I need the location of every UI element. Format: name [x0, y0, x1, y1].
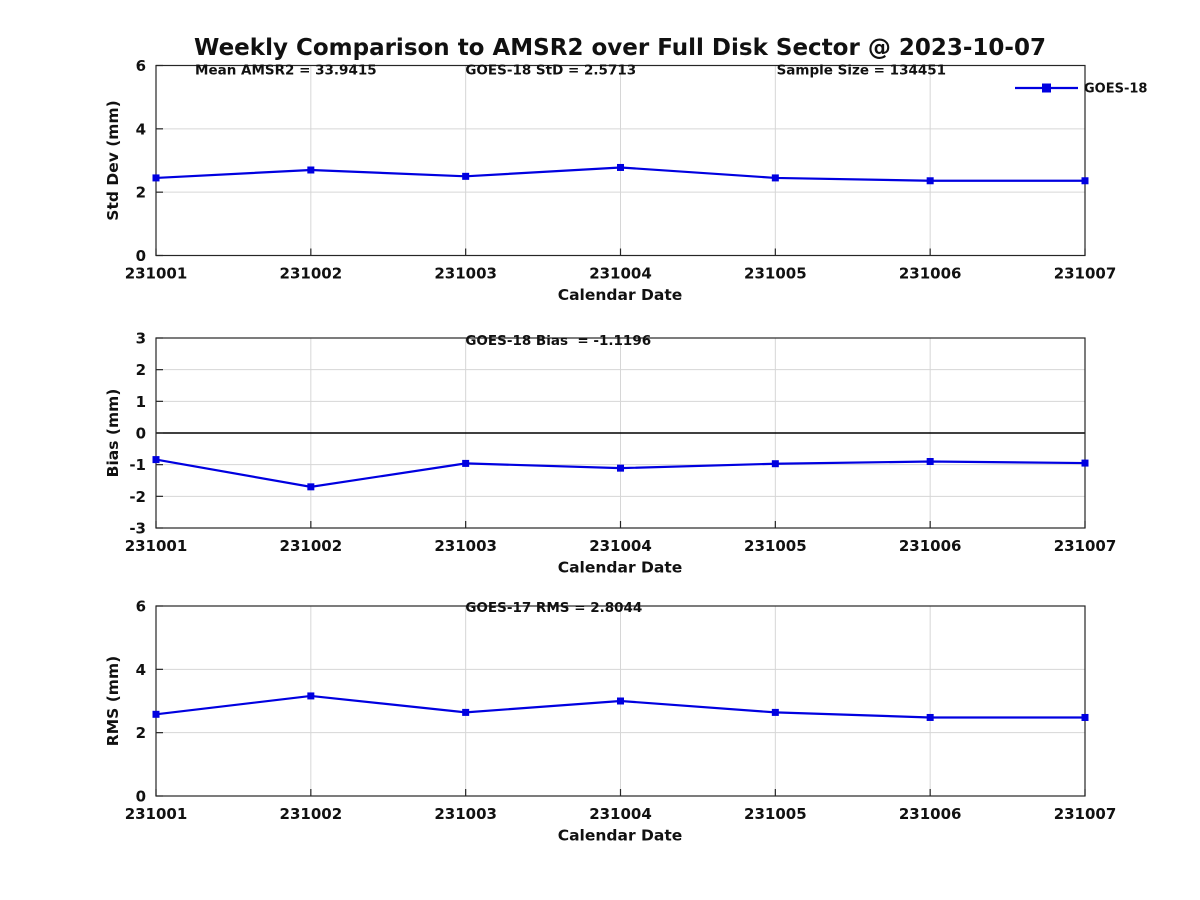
x-tick-label: 231006: [899, 265, 962, 283]
tick-marks: [155, 605, 1086, 797]
yaxis-label-stddev: Std Dev (mm): [104, 100, 122, 220]
legend-marker: [1042, 83, 1051, 93]
y-tick-label: 6: [136, 598, 146, 616]
x-tick-label: 231005: [744, 537, 807, 555]
x-tick-label: 231006: [899, 805, 962, 823]
plot-layers: 231001 231002 231003 231004 231005 231006 2310…: [125, 57, 1117, 823]
x-tick-label: 231007: [1054, 265, 1117, 283]
series-markers: [152, 692, 1089, 721]
y-tick-label: 0: [136, 788, 146, 806]
x-tick-label: 231004: [589, 537, 652, 555]
annotation: GOES-18 StD = 2.5713: [465, 63, 636, 79]
x-tick-label: 231004: [589, 805, 652, 823]
annotation: GOES-17 RMS = 2.8044: [465, 600, 642, 616]
x-tick-label: 231006: [899, 537, 962, 555]
data-point-marker: [771, 708, 779, 716]
data-point-marker: [462, 459, 470, 467]
data-point-marker: [1081, 459, 1089, 467]
y-tick-label: 6: [136, 57, 146, 75]
y-tick-label: -3: [129, 520, 146, 538]
x-tick-label: 231001: [125, 805, 188, 823]
data-point-marker: [307, 166, 315, 174]
y-tick-label: 1: [136, 393, 146, 411]
x-tick-labels: 231001 231002 231003 231004 231005 231006 2310…: [125, 265, 1117, 283]
data-point-marker: [771, 460, 779, 468]
series-markers: [152, 456, 1089, 491]
x-tick-label: 231002: [280, 805, 343, 823]
y-tick-label: 4: [136, 120, 146, 138]
x-tick-label: 231003: [434, 537, 497, 555]
y-tick-label: -2: [129, 488, 146, 506]
y-tick-label: 3: [136, 330, 146, 348]
data-point-marker: [926, 713, 934, 721]
x-tick-labels: 231001 231002 231003 231004 231005 231006 2310…: [125, 537, 1117, 555]
x-tick-label: 231007: [1054, 805, 1117, 823]
data-point-marker: [307, 483, 315, 491]
annotation: Mean AMSR2 = 33.9415: [195, 63, 377, 79]
annotation: Sample Size = 134451: [777, 63, 946, 79]
y-tick-labels: 0 2 4 6: [136, 57, 146, 265]
x-tick-label: 231003: [434, 805, 497, 823]
annotation: GOES-18 Bias = -1.1196: [465, 333, 651, 349]
x-tick-label: 231004: [589, 265, 652, 283]
yaxis-label-rms: RMS (mm): [104, 656, 122, 746]
x-tick-label: 231002: [280, 265, 343, 283]
data-point-marker: [617, 697, 624, 705]
subplot-std-dev: 231001 231002 231003 231004 231005 231006 2310…: [125, 57, 1117, 283]
data-point-marker: [617, 163, 624, 171]
series-markers: [152, 163, 1089, 185]
data-point-marker: [617, 464, 624, 472]
y-tick-label: 0: [136, 247, 146, 265]
y-tick-label: -1: [129, 456, 146, 474]
data-point-marker: [462, 172, 470, 180]
y-tick-label: 2: [136, 361, 146, 379]
data-point-marker: [926, 458, 934, 465]
grid-lines: [156, 606, 1085, 796]
tick-marks: [155, 64, 1086, 257]
yaxis-label-bias: Bias (mm): [104, 389, 122, 478]
x-tick-label: 231003: [434, 265, 497, 283]
legend-label: GOES-18: [1084, 82, 1147, 97]
data-point-marker: [152, 710, 160, 718]
x-tick-labels: 231001 231002 231003 231004 231005 231006 2310…: [125, 805, 1117, 823]
y-tick-label: 4: [136, 661, 146, 679]
data-point-marker: [307, 692, 315, 700]
y-tick-label: 2: [136, 724, 146, 742]
y-tick-label: 0: [136, 425, 146, 443]
x-tick-label: 231001: [125, 537, 188, 555]
chart-title: Weekly Comparison to AMSR2 over Full Dis…: [194, 35, 1046, 61]
grid-lines: [156, 65, 1085, 256]
data-point-marker: [462, 708, 470, 716]
x-tick-label: 231007: [1054, 537, 1117, 555]
data-point-marker: [1081, 713, 1089, 721]
xaxis-label-bias: Calendar Date: [558, 559, 683, 577]
y-tick-labels: 0 2 4 6: [136, 598, 146, 806]
subplot-bias: 231001 231002 231003 231004 231005 231006 2310…: [125, 330, 1117, 556]
x-tick-label: 231005: [744, 805, 807, 823]
data-point-marker: [152, 174, 160, 182]
subplot-rms: 231001 231002 231003 231004 231005 231006 2310…: [125, 598, 1117, 824]
tick-marks: [155, 337, 1086, 529]
xaxis-label-stddev: Calendar Date: [558, 286, 683, 304]
data-point-marker: [926, 177, 934, 185]
data-point-marker: [1081, 177, 1089, 185]
y-tick-labels: -3 -2 -1 0 1 2 3: [129, 330, 146, 538]
x-tick-label: 231002: [280, 537, 343, 555]
y-tick-label: 2: [136, 184, 146, 202]
legend: GOES-18: [1015, 82, 1147, 97]
x-tick-label: 231001: [125, 265, 188, 283]
data-point-marker: [152, 456, 160, 464]
xaxis-label-rms: Calendar Date: [558, 827, 683, 845]
x-tick-label: 231005: [744, 265, 807, 283]
data-point-marker: [771, 174, 779, 182]
